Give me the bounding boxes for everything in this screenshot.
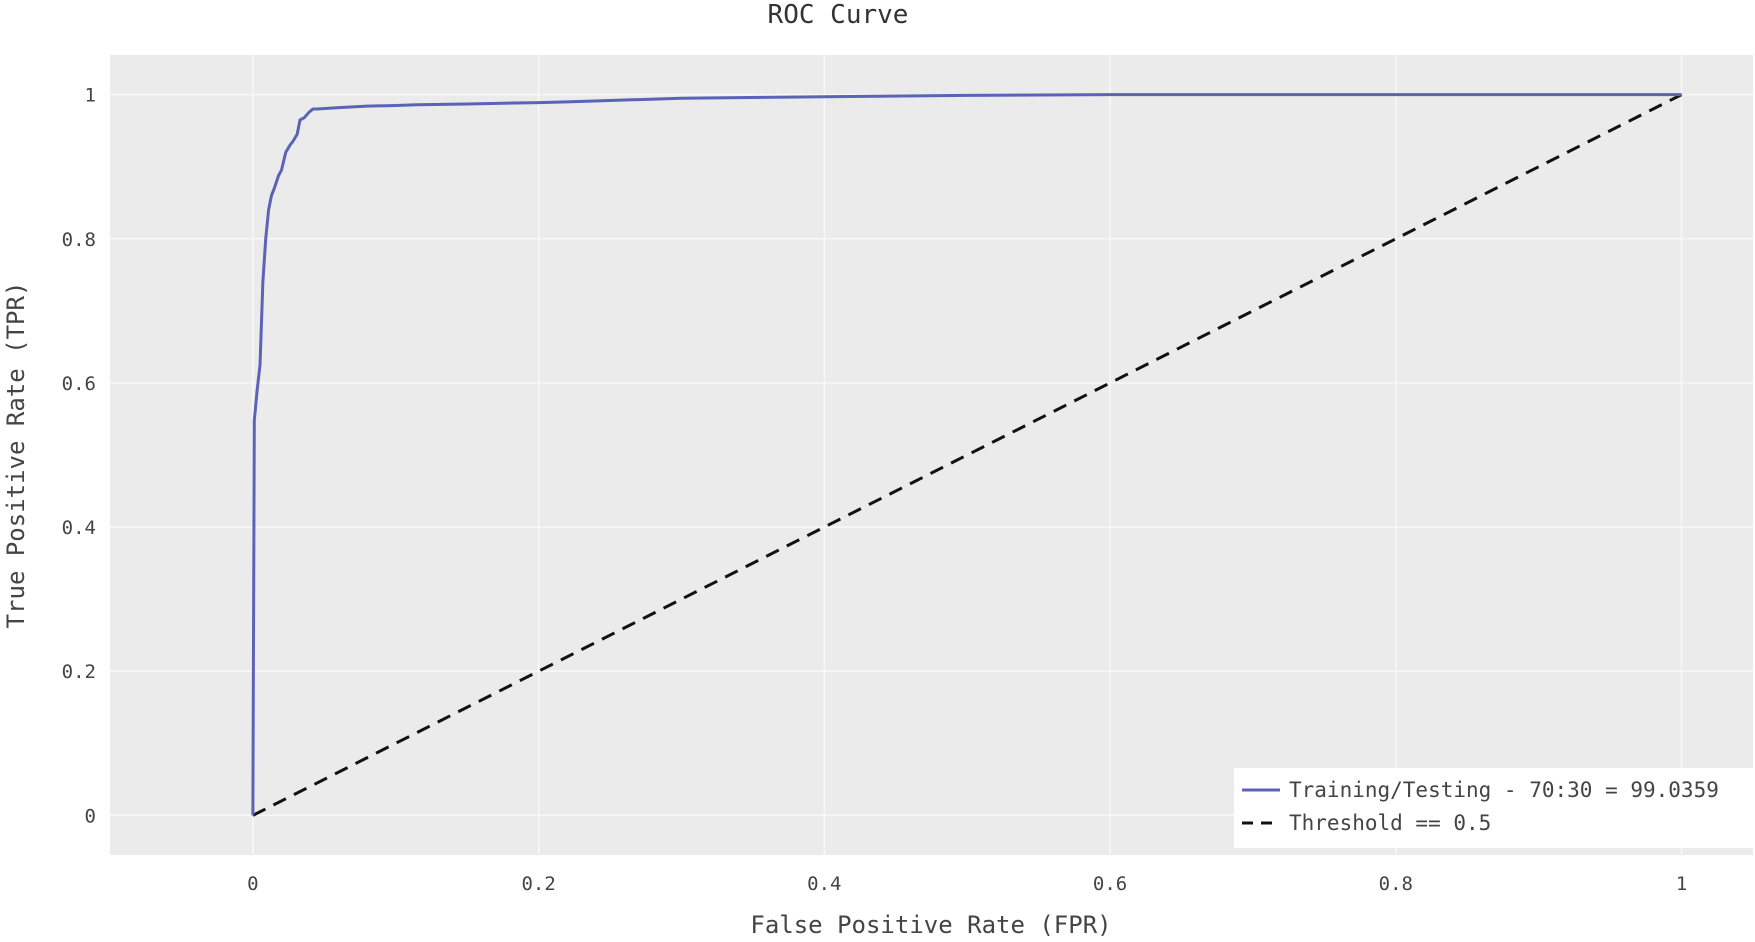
y-tick-label: 0.2 bbox=[62, 661, 96, 683]
y-axis-ticks: 0 0.2 0.4 0.6 0.8 1 bbox=[62, 85, 96, 828]
y-tick-label: 0 bbox=[85, 805, 96, 827]
x-axis-title: False Positive Rate (FPR) bbox=[750, 911, 1111, 939]
x-axis-ticks: 0 0.2 0.4 0.6 0.8 1 bbox=[247, 873, 1687, 895]
x-tick-label: 0 bbox=[247, 873, 258, 895]
plot-area bbox=[110, 55, 1753, 855]
legend-label-threshold: Threshold == 0.5 bbox=[1289, 811, 1491, 835]
grid bbox=[110, 55, 1753, 855]
y-tick-label: 0.4 bbox=[62, 517, 96, 539]
threshold-line bbox=[252, 93, 1683, 817]
y-tick-label: 0.6 bbox=[62, 373, 96, 395]
x-tick-label: 1 bbox=[1676, 873, 1687, 895]
y-tick-label: 1 bbox=[85, 85, 96, 107]
roc-curve-line bbox=[251, 93, 1682, 816]
y-tick-label: 0.8 bbox=[62, 229, 96, 251]
legend-box bbox=[1234, 768, 1753, 848]
series-layer bbox=[251, 93, 1683, 817]
chart-title: ROC Curve bbox=[768, 0, 909, 30]
legend-label-roc: Training/Testing - 70:30 = 99.0359 bbox=[1289, 778, 1719, 802]
x-tick-label: 0.8 bbox=[1379, 873, 1413, 895]
y-axis-title: True Positive Rate (TPR) bbox=[2, 282, 30, 629]
x-tick-label: 0.6 bbox=[1093, 873, 1127, 895]
legend: Training/Testing - 70:30 = 99.0359 Thres… bbox=[1234, 768, 1753, 848]
x-tick-label: 0.4 bbox=[807, 873, 841, 895]
x-tick-label: 0.2 bbox=[521, 873, 555, 895]
